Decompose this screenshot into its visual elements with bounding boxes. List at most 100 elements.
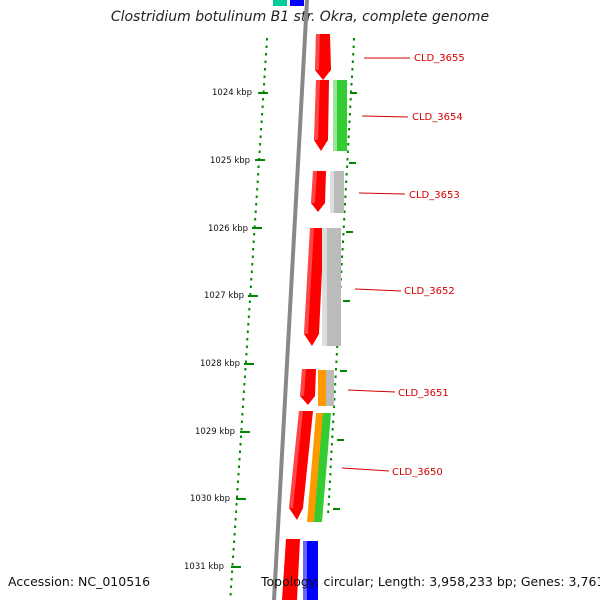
scale-tick-1027: 1027 kbp (204, 291, 258, 301)
scale-dot (241, 413, 244, 416)
track-dot (330, 450, 333, 453)
scale-label-1027: 1027 kbp (204, 291, 244, 301)
scale-dot (244, 360, 247, 363)
gene-label-cld-3655[interactable]: CLD_3655 (414, 53, 465, 64)
scale-dot (255, 195, 258, 198)
scale-dot (248, 308, 251, 311)
scale-dot (235, 510, 238, 513)
gene-label-cld-3652[interactable]: CLD_3652 (404, 286, 455, 297)
scale-dot (260, 120, 263, 123)
scale-dot (237, 480, 239, 483)
scale-dot (240, 435, 242, 438)
gene-label-cld-3651[interactable]: CLD_3651 (398, 388, 449, 399)
scale-dot (239, 450, 241, 453)
scale-label-1024: 1024 kbp (212, 88, 252, 98)
gene-cld-3650[interactable] (289, 411, 331, 522)
track-dot (334, 375, 337, 378)
track-dot (331, 428, 334, 431)
track-dot (347, 135, 350, 138)
track-dot (344, 188, 347, 191)
gene-cld-3655[interactable] (315, 34, 331, 80)
gene-leader-cld-3654 (361, 115, 409, 118)
gene-arrow-cld-3650[interactable] (289, 411, 313, 520)
gene-label-cld-3654[interactable]: CLD_3654 (412, 112, 463, 123)
accession-text: Accession: NC_010516 (8, 574, 151, 589)
scale-dot (263, 83, 266, 86)
scale-dot (240, 428, 243, 431)
scale-dot (239, 443, 242, 446)
scale-dot (257, 173, 260, 176)
track-dot (342, 225, 345, 228)
scale-dot (234, 525, 237, 528)
track-dot (352, 45, 355, 48)
scale-label-1028: 1028 kbp (200, 359, 240, 369)
scale-label-1030: 1030 kbp (190, 494, 230, 504)
track-dot (340, 270, 343, 273)
track-dot (348, 128, 351, 131)
scale-dot (252, 240, 255, 243)
scale-dot (265, 53, 267, 56)
track-dot (329, 473, 332, 476)
scale-label-1029: 1029 kbp (195, 427, 235, 437)
scale-dot (236, 495, 238, 498)
scale-dot (262, 90, 265, 93)
scale-dot (231, 570, 234, 573)
track-dot (345, 173, 348, 176)
scale-dot (230, 585, 233, 588)
track-dot (346, 150, 349, 153)
scale-dot (264, 68, 266, 71)
scale-tick-1024: 1024 kbp (212, 88, 268, 98)
scale-dot (259, 135, 262, 138)
track-dot (348, 113, 351, 116)
scale-dot (250, 270, 253, 273)
scale-track (229, 38, 268, 596)
track-dot (333, 398, 336, 401)
track-dot (332, 420, 335, 423)
scale-dot (254, 210, 257, 213)
track-dot (344, 203, 346, 206)
scale-dot (245, 345, 248, 348)
scale-dot (251, 263, 254, 266)
scale-dot (249, 293, 252, 296)
gene-label-cld-3653[interactable]: CLD_3653 (409, 190, 460, 201)
track-dot (342, 240, 344, 243)
scale-dot (242, 390, 245, 393)
track-dot (343, 218, 346, 221)
gene-feature-gray-3651 (326, 370, 334, 406)
track-dot (330, 443, 333, 446)
track-dot (331, 435, 334, 438)
scale-dot (258, 150, 261, 153)
gene-cld-3652[interactable] (304, 228, 341, 346)
scale-dot (252, 248, 255, 251)
scale-dot (243, 375, 246, 378)
gene-cld-3651[interactable] (300, 369, 334, 406)
scale-dot (232, 555, 235, 558)
track-dot (340, 263, 343, 266)
gene-cld-3653[interactable] (311, 171, 344, 213)
track-dot (349, 105, 352, 108)
track-dot (348, 120, 351, 123)
gene-cld-3654[interactable] (314, 80, 347, 151)
track-dot (353, 38, 355, 41)
track-dot (341, 255, 344, 258)
gene-label-cld-3650[interactable]: CLD_3650 (392, 467, 443, 478)
scale-dot (233, 540, 236, 543)
gene-leader-cld-3651 (347, 389, 396, 393)
scale-dot (235, 503, 238, 506)
genome-backbone (272, 0, 309, 600)
track-dot (341, 248, 344, 251)
track-dot (335, 368, 337, 371)
track-dot (349, 98, 352, 101)
track-dot (333, 390, 336, 393)
scale-dot (261, 105, 264, 108)
scale-dot (263, 75, 266, 78)
scale-dot (231, 563, 234, 566)
scale-dot (264, 60, 267, 63)
gene-leader-cld-3650 (341, 467, 390, 472)
track-dot (334, 383, 337, 386)
track-dot (343, 210, 346, 213)
gene-leader-cld-3653 (358, 192, 406, 195)
track-dot (327, 503, 330, 506)
track-dot (351, 75, 353, 78)
track-dot (352, 53, 355, 56)
